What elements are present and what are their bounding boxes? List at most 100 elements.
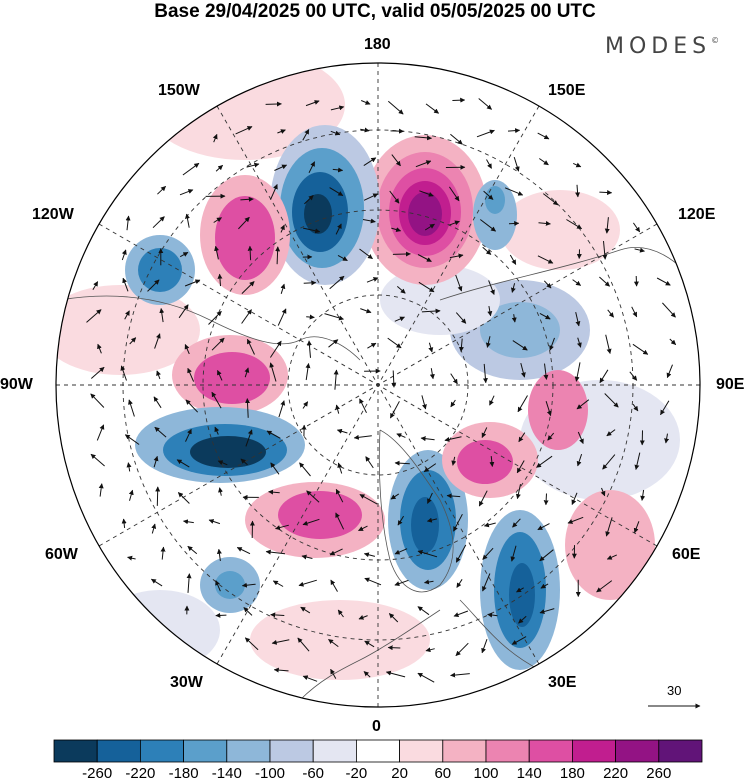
wind-vector <box>125 215 131 231</box>
wind-vector <box>238 216 250 230</box>
wind-vector <box>208 310 222 325</box>
lon-label-60e: 60E <box>672 546 701 563</box>
wind-vector <box>417 606 430 616</box>
wind-vector <box>632 403 639 412</box>
wind-vector <box>414 135 432 141</box>
wind-vector <box>599 369 609 384</box>
wind-vector <box>543 493 549 506</box>
wind-vector <box>187 545 198 555</box>
wind-vector <box>516 587 524 593</box>
wind-vector <box>515 483 521 500</box>
wind-vector <box>214 245 219 260</box>
wind-vector <box>240 458 248 466</box>
wind-vector <box>359 398 367 414</box>
wind-vector <box>183 519 194 525</box>
wind-vector <box>481 639 488 654</box>
wind-vector <box>300 606 311 614</box>
colorbar-tick-labels: -260 -220 -180 -140 -100 -60 -20 20 60 100 140 180 2… <box>0 765 750 783</box>
colorbar-swatch <box>442 739 487 763</box>
wind-vector <box>366 277 379 283</box>
anomaly-blob <box>215 571 245 599</box>
wind-vector <box>458 338 464 352</box>
wind-vector <box>273 667 289 673</box>
wind-vector <box>520 362 526 378</box>
wind-vector <box>240 196 254 202</box>
wind-vector <box>241 582 256 588</box>
wind-vector <box>420 436 435 442</box>
wind-vector <box>488 280 495 295</box>
wind-vector <box>511 636 527 645</box>
wind-vector <box>606 554 618 560</box>
wind-vector <box>187 367 195 382</box>
colorbar-swatch <box>96 739 141 763</box>
wind-vector <box>669 338 677 345</box>
wind-vector <box>185 428 192 442</box>
colorbar-tick-label: -260 <box>82 765 113 782</box>
wind-vector <box>507 128 521 134</box>
wind-vector <box>596 580 613 593</box>
wind-vector <box>417 672 435 683</box>
wind-vector <box>483 522 496 528</box>
chart-title: Base 29/04/2025 00 UTC, valid 05/05/2025… <box>154 1 596 22</box>
wind-vector <box>415 160 432 168</box>
wind-vector <box>176 459 190 468</box>
wind-vector <box>270 462 280 475</box>
wind-vector <box>538 220 551 226</box>
wind-vector <box>160 546 166 560</box>
anomaly-blob <box>473 180 517 250</box>
wind-vector <box>120 365 127 381</box>
wind-vector <box>364 640 375 648</box>
anomaly-blob <box>565 490 655 600</box>
wind-vector <box>367 342 377 349</box>
wind-vector <box>330 579 338 592</box>
wind-vector <box>632 222 641 233</box>
anomaly-blob <box>485 186 505 214</box>
wind-vector <box>425 103 440 114</box>
wind-vector <box>277 308 287 326</box>
meridian-120w-60e <box>98 223 658 547</box>
wind-vector <box>421 395 427 410</box>
wind-vector <box>397 515 405 526</box>
lon-label-150e: 150E <box>548 82 586 99</box>
wind-vector <box>153 396 162 409</box>
wind-vector <box>337 254 348 262</box>
wind-vector <box>96 424 105 441</box>
wind-vector <box>272 580 284 587</box>
wind-vector <box>479 219 496 232</box>
wind-vector <box>482 246 492 255</box>
wind-vector <box>576 453 583 467</box>
wind-vector <box>640 489 646 501</box>
wind-vector <box>450 672 470 678</box>
wind-vector <box>391 154 401 167</box>
wind-vector <box>213 217 222 223</box>
wind-vector <box>265 549 286 555</box>
reference-vector-label: 30 <box>667 683 682 698</box>
wind-vector <box>396 286 406 294</box>
wind-vector <box>244 367 250 378</box>
wind-vector <box>329 548 343 556</box>
logo-mark: © <box>711 36 720 45</box>
wind-vector <box>387 645 401 651</box>
anomaly-blob <box>528 370 588 450</box>
wind-vector <box>277 129 286 134</box>
colorbar-swatch <box>183 739 228 763</box>
wind-vector <box>567 516 584 524</box>
wind-vector <box>361 100 371 105</box>
wind-vector <box>297 637 310 652</box>
wind-vector <box>359 494 378 505</box>
wind-vector <box>545 401 552 417</box>
colorbar-tick-label: 180 <box>559 765 585 782</box>
wind-vector <box>302 401 309 409</box>
wind-vector <box>274 164 288 171</box>
wind-vector <box>280 283 286 294</box>
wind-vector <box>306 490 320 503</box>
wind-vector <box>387 337 402 349</box>
wind-vector <box>360 308 372 314</box>
wind-vector <box>124 310 130 320</box>
wind-vector <box>396 433 406 438</box>
wind-vector <box>574 362 581 382</box>
wind-vector <box>429 368 435 380</box>
wind-vector <box>154 333 161 349</box>
wind-vector <box>482 363 488 384</box>
